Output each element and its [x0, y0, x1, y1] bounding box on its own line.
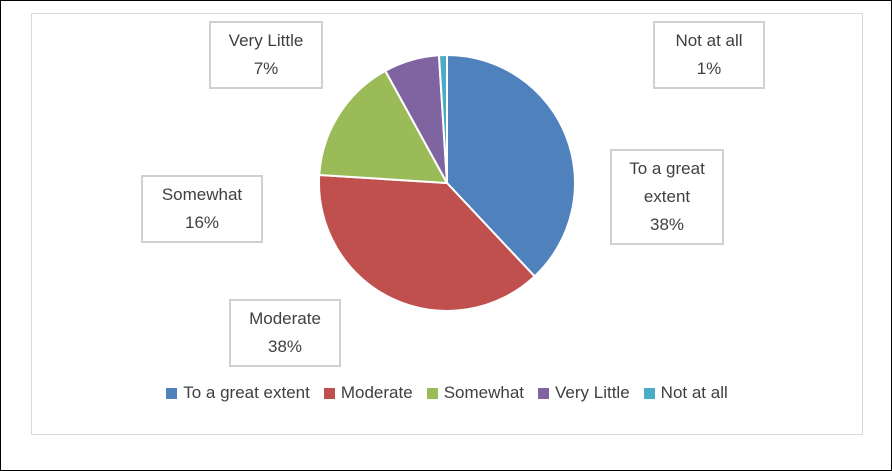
legend-item: To a great extent — [166, 383, 310, 403]
data-label: Not at all 1% — [653, 21, 765, 89]
legend-item: Not at all — [643, 383, 728, 403]
data-label: To a great extent 38% — [610, 149, 724, 245]
data-label: Very Little 7% — [209, 21, 323, 89]
data-label-category: Very Little — [228, 31, 304, 50]
data-label: Moderate 38% — [229, 299, 341, 367]
legend-item: Moderate — [323, 383, 413, 403]
legend-swatch — [166, 387, 178, 399]
legend-label: Somewhat — [443, 383, 525, 402]
legend-label: Very Little — [555, 383, 630, 402]
legend-item: Very Little — [538, 383, 630, 403]
legend-label: Moderate — [340, 383, 413, 402]
pie-slice — [446, 53, 576, 278]
legend-swatch — [323, 387, 335, 399]
data-label-category: Not at all — [675, 31, 743, 50]
legend: To a great extent Moderate Somewhat Very Li… — [1, 383, 891, 403]
legend-swatch — [426, 387, 438, 399]
data-label-category: Moderate — [249, 309, 321, 328]
data-label-value: 7% — [253, 59, 279, 78]
data-label-value: 38% — [267, 337, 303, 356]
pie-slice — [437, 53, 448, 184]
data-label-category: Somewhat — [161, 185, 243, 204]
legend-item: Somewhat — [426, 383, 525, 403]
data-label-value: 16% — [184, 213, 220, 232]
pie-slice — [318, 173, 537, 312]
legend-label: To a great extent — [183, 383, 310, 402]
pie-slice — [318, 69, 449, 185]
data-label: Somewhat 16% — [141, 175, 263, 243]
plot-area — [31, 13, 863, 435]
data-label-value: 1% — [696, 59, 722, 78]
legend-swatch — [643, 387, 655, 399]
legend-label: Not at all — [660, 383, 728, 402]
legend-swatch — [538, 387, 550, 399]
data-label-category: To a great extent — [629, 159, 705, 206]
data-label-value: 38% — [649, 215, 685, 234]
